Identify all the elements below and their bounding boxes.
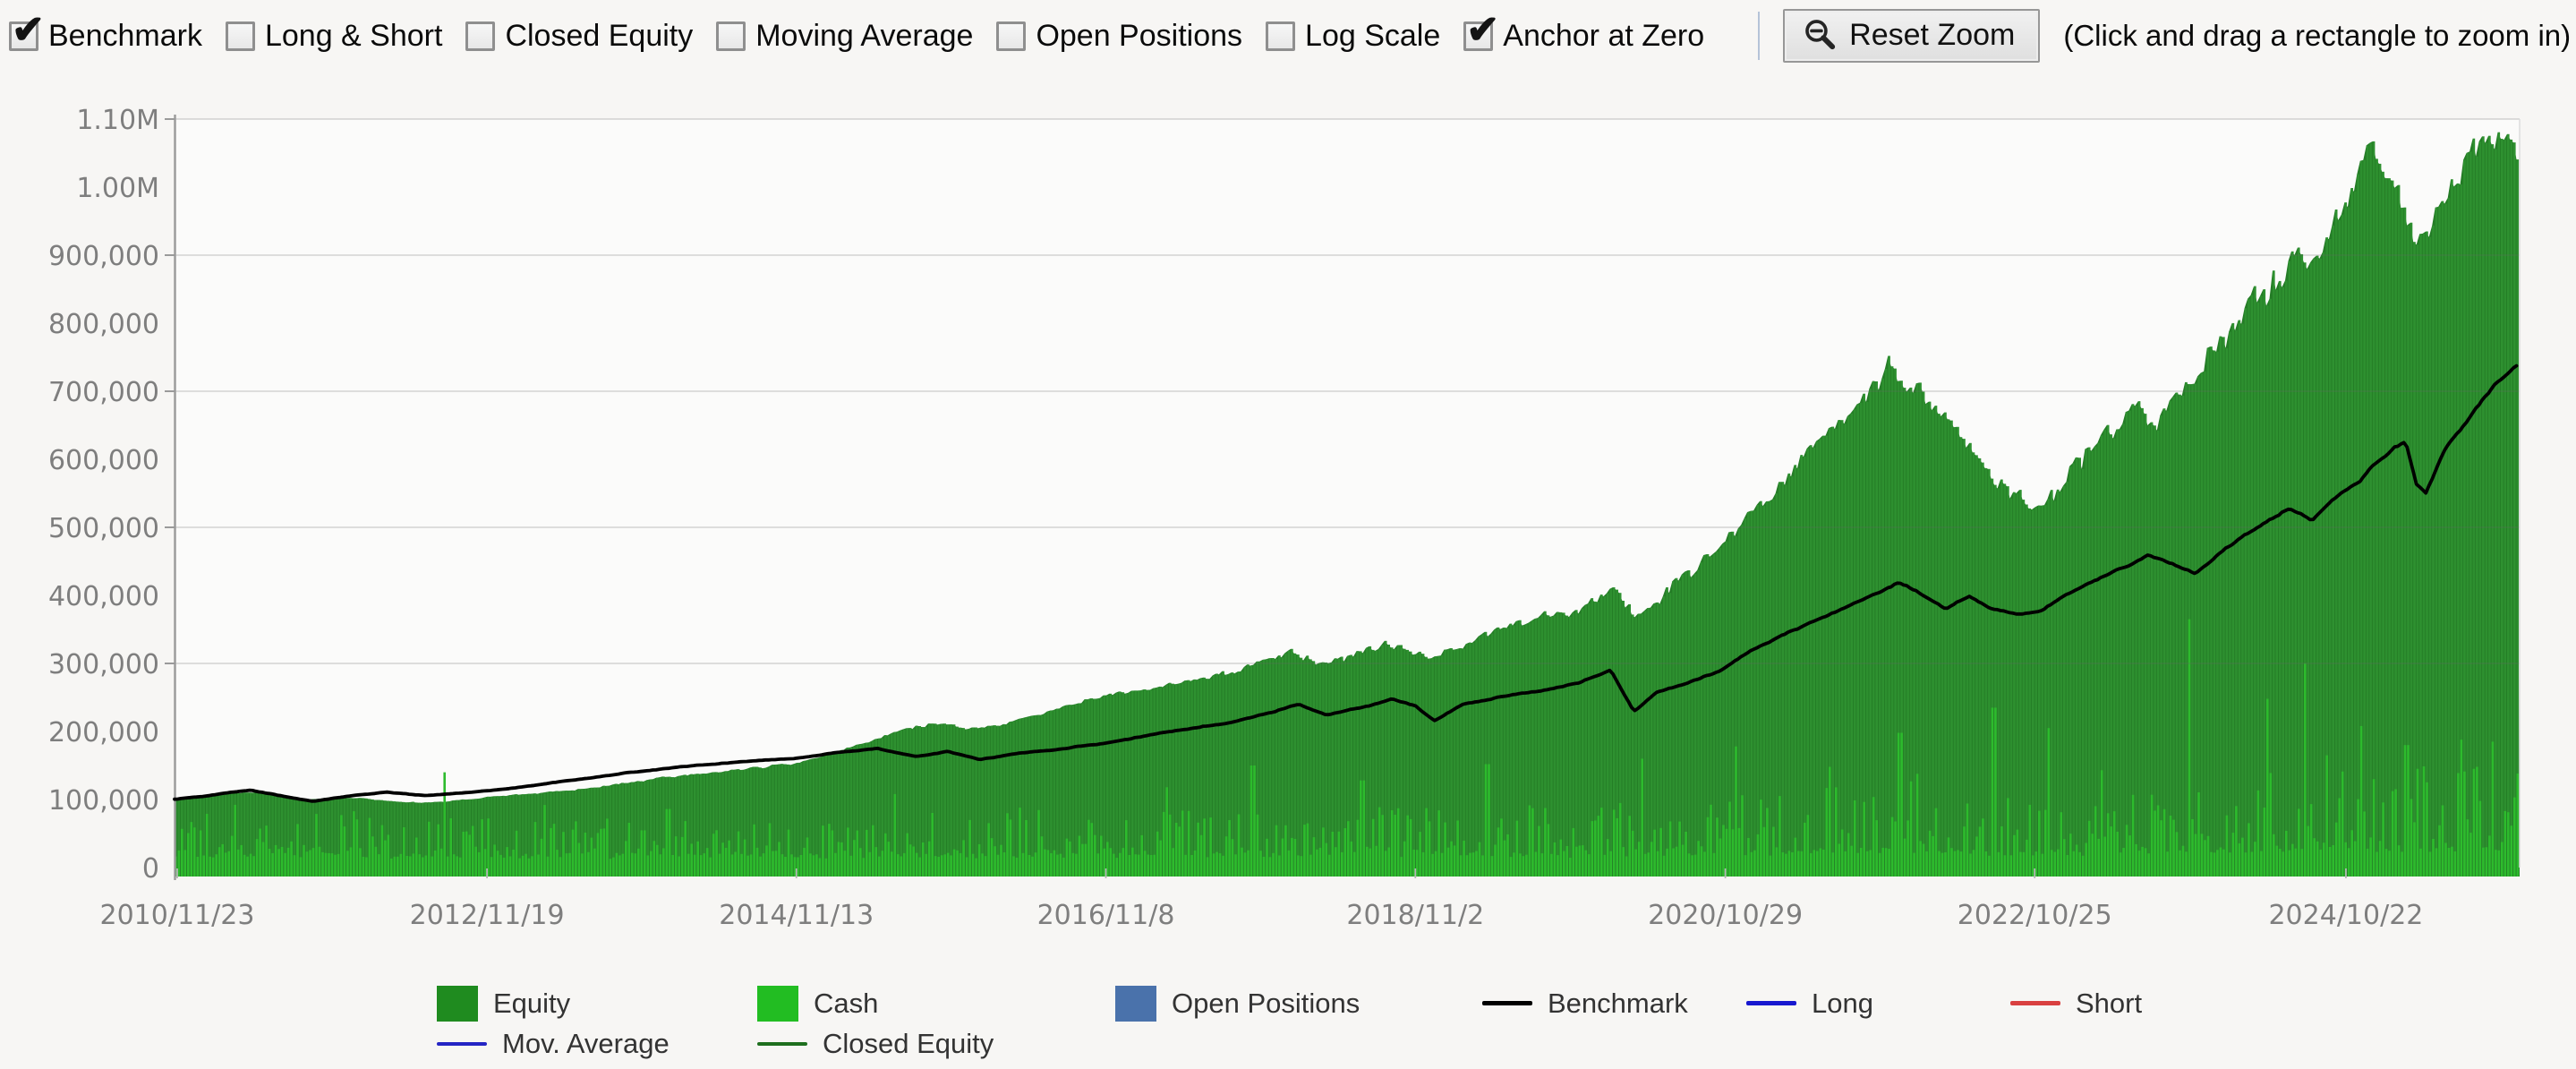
y-axis-tick-label: 800,000 [48, 309, 159, 340]
x-axis-tick-label: 2024/10/22 [2268, 900, 2423, 931]
checkbox-label: Log Scale [1305, 18, 1441, 53]
x-axis-tick-label: 2018/11/2 [1346, 900, 1484, 931]
toolbar: Benchmark Long & Short Closed Equity Moving… [0, 0, 2576, 72]
checkbox-box[interactable] [1266, 21, 1296, 51]
legend-label: Cash [814, 987, 879, 1019]
x-axis-tick-label: 2010/11/23 [100, 900, 255, 931]
checkbox-box[interactable] [225, 21, 255, 51]
y-axis-tick-label: 1.10M [76, 105, 159, 136]
y-axis-tick-label: 100,000 [48, 785, 159, 817]
legend-label: Closed Equity [823, 1027, 994, 1059]
legend-swatch-long [1746, 1001, 1796, 1005]
reset-zoom-button[interactable]: Reset Zoom [1783, 9, 2041, 63]
legend-item-cash: Cash [757, 985, 1115, 1022]
legend-item-long: Long [1746, 988, 2010, 1020]
y-axis-tick-label: 0 [142, 853, 159, 885]
checkbox-label: Closed Equity [505, 18, 694, 53]
x-axis-tick-label: 2014/11/13 [719, 900, 874, 931]
checkbox-box[interactable] [9, 11, 45, 51]
checkbox-box[interactable] [716, 21, 746, 51]
zoom-hint: (Click and drag a rectangle to zoom in) [2063, 19, 2572, 52]
checkbox-closed-equity[interactable]: Closed Equity [465, 19, 693, 54]
checkbox-moving-average[interactable]: Moving Average [716, 19, 973, 54]
legend-item-closed-equity: Closed Equity [757, 1028, 1115, 1060]
checkbox-label: Long & Short [264, 18, 443, 53]
y-axis-tick-label: 1.00M [76, 173, 159, 204]
x-axis-tick-label: 2016/11/8 [1037, 900, 1175, 931]
legend-swatch-closed-equity [757, 1041, 807, 1046]
legend-item-equity: Equity [437, 985, 757, 1022]
legend-item-mov-average: Mov. Average [437, 1028, 757, 1060]
legend-item-benchmark: Benchmark [1482, 988, 1746, 1020]
equity-curve-chart[interactable]: 0 100,000 200,000 300,000 400,000 500,000 600,… [0, 72, 2576, 949]
checkbox-open-positions[interactable]: Open Positions [996, 19, 1242, 54]
y-axis-tick-label: 400,000 [48, 581, 159, 612]
checkbox-anchor-at-zero[interactable]: Anchor at Zero [1463, 11, 1705, 54]
checkbox-box[interactable] [996, 21, 1027, 51]
chart-area[interactable]: 0 100,000 200,000 300,000 400,000 500,000 600,… [0, 72, 2576, 949]
legend-item-open-positions: Open Positions [1115, 985, 1482, 1022]
checkbox-benchmark[interactable]: Benchmark [9, 11, 202, 54]
y-axis-tick-label: 500,000 [48, 513, 159, 544]
legend-label: Short [2076, 987, 2143, 1019]
reset-zoom-label: Reset Zoom [1849, 17, 2016, 52]
checkbox-box[interactable] [465, 21, 496, 51]
checkbox-label: Benchmark [48, 18, 202, 53]
zoom-out-icon [1805, 20, 1836, 50]
y-axis-tick-label: 900,000 [48, 241, 159, 272]
legend-swatch-mov-average [437, 1041, 487, 1046]
legend-row-2: Mov. Average Closed Equity [437, 1023, 2576, 1064]
y-axis-tick-label: 600,000 [48, 445, 159, 476]
y-axis-tick-label: 700,000 [48, 377, 159, 408]
chart-legend: Equity Cash Open Positions Benchmark Long Sho… [0, 949, 2576, 1064]
legend-swatch-equity [437, 985, 478, 1022]
legend-label: Open Positions [1172, 987, 1361, 1019]
checkbox-box[interactable] [1463, 11, 1499, 51]
checkbox-label: Open Positions [1036, 18, 1243, 53]
legend-swatch-short [2010, 1001, 2060, 1005]
legend-label: Equity [493, 987, 571, 1019]
checkbox-label: Anchor at Zero [1503, 18, 1705, 53]
y-axis-tick-label: 300,000 [48, 649, 159, 680]
y-axis-tick-label: 200,000 [48, 717, 159, 748]
checkbox-long-short[interactable]: Long & Short [225, 18, 443, 54]
legend-swatch-benchmark [1482, 1001, 1532, 1005]
checkbox-label: Moving Average [755, 18, 974, 53]
legend-swatch-cash [757, 985, 798, 1022]
legend-swatch-open-positions [1115, 985, 1156, 1022]
legend-label: Mov. Average [502, 1027, 670, 1059]
x-axis-tick-label: 2012/11/19 [410, 900, 565, 931]
legend-item-short: Short [2010, 988, 2576, 1020]
toolbar-separator [1758, 12, 1761, 60]
checkbox-row: Benchmark Long & Short Closed Equity Moving… [9, 11, 1727, 54]
x-axis-tick-label: 2020/10/29 [1648, 900, 1803, 931]
legend-label: Long [1812, 987, 1873, 1019]
checkbox-log-scale[interactable]: Log Scale [1266, 19, 1440, 54]
legend-label: Benchmark [1548, 987, 1688, 1019]
x-axis-tick-label: 2022/10/25 [1958, 900, 2112, 931]
legend-row-1: Equity Cash Open Positions Benchmark Long Sho… [437, 983, 2576, 1023]
